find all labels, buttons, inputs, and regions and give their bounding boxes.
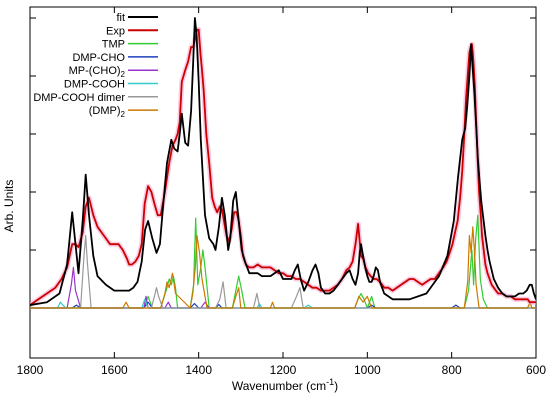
x-axis-label-sup: -1 bbox=[326, 377, 334, 387]
x-axis-label-tail: ) bbox=[334, 379, 338, 393]
series-line-dmp-cho bbox=[30, 301, 536, 309]
legend-label: TMP bbox=[102, 39, 125, 51]
x-tick-label: 1400 bbox=[185, 363, 212, 377]
legend-label: fit bbox=[116, 12, 125, 24]
legend-label: DMP-CHO bbox=[72, 52, 125, 64]
legend-label: (DMP)2 bbox=[89, 105, 126, 119]
series-line-dmp-cooh bbox=[30, 298, 536, 309]
axis-ticks: 1800 1600 1400 1200 1000 800 600 bbox=[17, 7, 546, 377]
series-lines bbox=[30, 17, 536, 309]
series-line-fit bbox=[30, 17, 536, 306]
legend-label: DMP-COOH bbox=[64, 79, 125, 91]
x-tick-label: 800 bbox=[442, 363, 462, 377]
x-axis-label: Wavenumber (cm-1) bbox=[232, 377, 338, 393]
x-tick-label: 1200 bbox=[270, 363, 297, 377]
y-axis-label: Arb. Units bbox=[2, 180, 16, 233]
series-line-dmp bbox=[30, 226, 536, 309]
x-tick-label: 1800 bbox=[17, 363, 44, 377]
x-tick-label: 600 bbox=[526, 363, 546, 377]
legend-label: MP-(CHO)2 bbox=[69, 65, 126, 79]
x-tick-label: 1000 bbox=[354, 363, 381, 377]
series-line-tmp bbox=[30, 214, 536, 309]
legend-label: DMP-COOH dimer bbox=[33, 92, 125, 104]
x-tick-label: 1600 bbox=[101, 363, 128, 377]
legend-label: Exp bbox=[106, 25, 125, 37]
x-axis-label-text: Wavenumber (cm bbox=[232, 379, 326, 393]
